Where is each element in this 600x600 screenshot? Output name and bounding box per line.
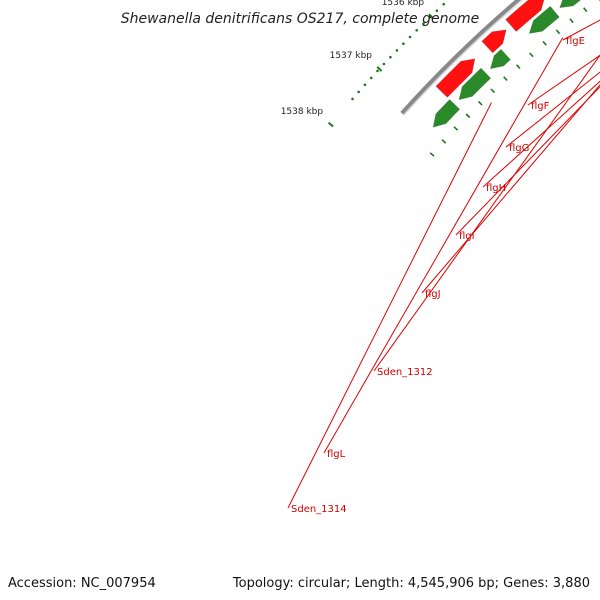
gene-leader-line <box>287 102 492 509</box>
gene-leader-line <box>527 54 600 106</box>
major-tick-mark <box>428 13 434 20</box>
gene-label[interactable]: flgG <box>509 143 529 154</box>
reverse-gene[interactable] <box>489 48 511 70</box>
genome-backbone <box>400 0 523 116</box>
genome-summary-text: Topology: circular; Length: 4,545,906 bp… <box>232 576 590 591</box>
tick-dot <box>351 97 354 101</box>
map-title: Shewanella denitrificans OS217, complete… <box>121 11 480 27</box>
inner-tick <box>529 52 534 58</box>
gene-label[interactable]: flgI <box>459 231 475 242</box>
tick-dot-track <box>351 2 446 101</box>
inner-tick <box>516 64 521 70</box>
tick-dot <box>408 35 412 39</box>
tick-dot <box>357 90 361 94</box>
accession-text: Accession: NC_007954 <box>8 576 156 591</box>
inner-tick <box>569 18 574 24</box>
tick-dot <box>402 42 405 45</box>
tick-dot <box>415 29 419 32</box>
gene-label[interactable]: flgH <box>486 183 506 194</box>
reverse-strand-genes <box>432 0 600 128</box>
gene-leader-line <box>482 80 600 188</box>
major-tick-mark <box>376 66 383 72</box>
genome-backbone-highlight <box>403 0 524 116</box>
gene-label[interactable]: flgF <box>531 101 550 112</box>
reverse-gene[interactable] <box>559 0 600 9</box>
inner-tick <box>453 126 459 131</box>
gene-label[interactable]: Sden_1314 <box>291 504 347 515</box>
tick-dot <box>369 76 373 80</box>
reverse-gene[interactable] <box>528 5 560 34</box>
tick-dot <box>422 22 425 26</box>
inner-tick <box>542 40 547 46</box>
forward-gene[interactable] <box>481 29 507 54</box>
forward-gene[interactable] <box>435 58 476 98</box>
tick-dot <box>363 83 367 87</box>
major-tick-mark <box>327 121 334 128</box>
tick-dot <box>395 49 399 52</box>
inner-tick <box>441 139 447 144</box>
gene-label[interactable]: flgJ <box>425 289 441 300</box>
reverse-gene[interactable] <box>432 99 461 128</box>
inner-tick <box>583 7 588 13</box>
gene-leader-line <box>505 71 600 148</box>
inner-tick <box>555 29 561 35</box>
kbp-tick-label: 1536 kbp <box>382 0 425 8</box>
forward-gene[interactable] <box>505 0 545 32</box>
gene-label[interactable]: flgL <box>327 449 346 460</box>
inner-tick <box>477 100 483 106</box>
kbp-tick-label: 1538 kbp <box>281 107 324 117</box>
tick-dot <box>442 2 446 6</box>
inner-tick <box>465 113 471 119</box>
tick-dot <box>376 69 379 73</box>
inner-tick-track <box>429 0 600 157</box>
gene-leader-line <box>323 37 564 454</box>
forward-strand-genes <box>435 0 545 98</box>
gene-label[interactable]: Sden_1312 <box>377 367 433 378</box>
gene-label[interactable]: flgE <box>566 36 585 47</box>
tick-dot <box>435 9 439 12</box>
tick-dot <box>389 55 392 59</box>
inner-tick <box>490 88 496 94</box>
gene-leader-line <box>421 84 600 294</box>
gene-label-leaders <box>287 19 600 509</box>
inner-tick <box>503 76 508 82</box>
inner-tick <box>429 152 435 157</box>
kbp-tick-label: 1537 kbp <box>330 51 373 61</box>
reverse-gene[interactable] <box>458 67 492 101</box>
tick-dot <box>382 62 386 66</box>
gene-leader-line <box>373 54 600 372</box>
